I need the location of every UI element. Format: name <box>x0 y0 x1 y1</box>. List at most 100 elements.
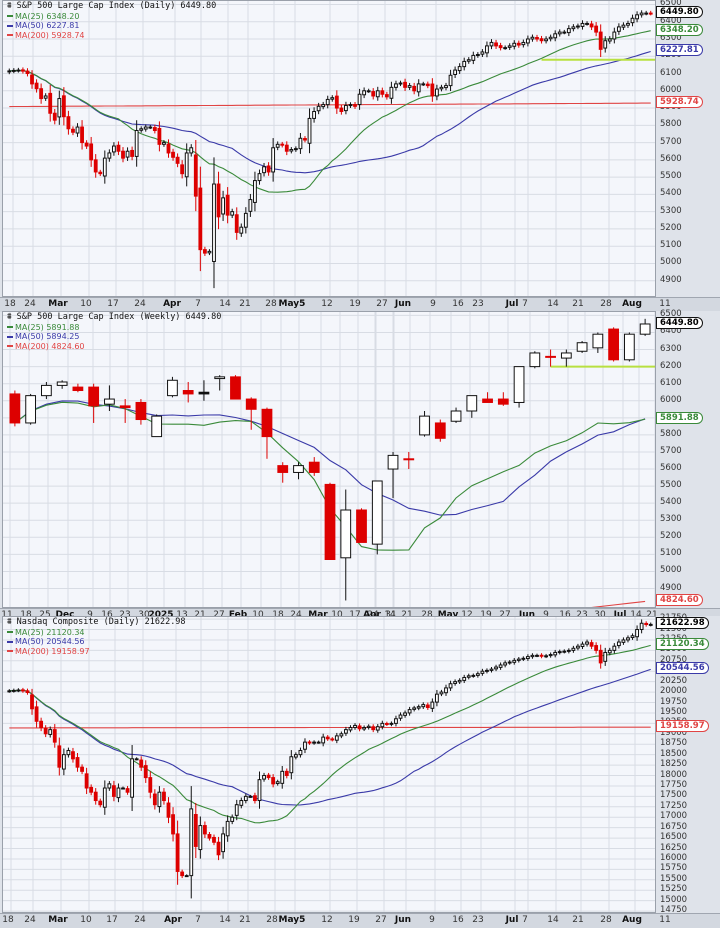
date-tick-label: Apr <box>363 610 381 620</box>
date-tick-label: 10 <box>80 299 92 309</box>
price-tick-label: 5600 <box>660 463 682 474</box>
date-tick-label: 18 <box>2 915 14 925</box>
date-tick-label: 17 <box>106 915 118 925</box>
date-tick-label: 19 <box>348 915 360 925</box>
spx-weekly-price-axis[interactable]: 6500640063006200610060005900580057005600… <box>656 309 720 608</box>
date-tick-label: 28 <box>265 299 277 309</box>
nasdaq-daily-legend: ⩩ Nasdaq Composite (Daily) 21622.98 MA(2… <box>7 617 186 656</box>
price-tick-label: 5800 <box>660 119 682 130</box>
spx-weekly-ma25-label: MA(25) 5891.88 <box>15 322 80 332</box>
date-tick-label: Apr <box>163 299 181 309</box>
ma25-price-tag: 5891.88 <box>656 412 703 425</box>
price-tick-label: 15750 <box>660 863 688 874</box>
spx-daily-plot-area[interactable]: ⩩ S&P 500 Large Cap Index (Daily) 6449.8… <box>2 0 656 297</box>
date-tick-label: 9 <box>430 299 436 309</box>
price-tick-label: 19000 <box>660 727 688 738</box>
date-tick-label: 10 <box>80 915 92 925</box>
ma25-swatch-icon <box>7 631 13 634</box>
date-tick-label: 17 <box>107 299 119 309</box>
date-tick-label: 21 <box>239 915 251 925</box>
price-tick-label: 6100 <box>660 377 682 388</box>
price-tick-label: 6300 <box>660 343 682 354</box>
date-tick-label: 24 <box>367 610 379 620</box>
date-tick-label: 21 <box>194 610 206 620</box>
nasdaq-daily-price-axis[interactable]: 2175021500212502100020750205002025020000… <box>656 613 720 915</box>
date-tick-label: 28 <box>600 299 612 309</box>
date-tick-label: 21 <box>239 299 251 309</box>
price-tick-label: 4900 <box>660 582 682 593</box>
date-tick-label: 12 <box>321 915 333 925</box>
chart-type-icon: ⩩ <box>7 1 12 11</box>
date-tick-label: 16 <box>452 915 464 925</box>
spx-weekly-plot-area[interactable]: ⩩ S&P 500 Large Cap Index (Weekly) 6449.… <box>2 311 656 608</box>
ma50-price-tag: 20544.56 <box>656 662 709 675</box>
date-tick-label: 23 <box>119 610 131 620</box>
spx-daily-ma200-label: MA(200) 5928.74 <box>15 30 85 40</box>
price-tick-label: 5600 <box>660 153 682 164</box>
last-price-tag: 6449.80 <box>656 6 703 19</box>
ma200-swatch-icon <box>7 345 13 348</box>
date-tick-label: 25 <box>39 610 51 620</box>
date-tick-label: 31 <box>385 610 397 620</box>
ma200-swatch-icon <box>7 34 13 37</box>
nasdaq-daily-ma25-label: MA(25) 21120.34 <box>15 627 85 637</box>
price-tick-label: 16250 <box>660 842 688 853</box>
price-tick-label: 20250 <box>660 675 688 686</box>
date-tick-label: 18 <box>20 610 32 620</box>
date-tick-label: Jul <box>505 915 519 925</box>
date-tick-label: 16 <box>452 299 464 309</box>
date-tick-label: Mar <box>48 915 68 925</box>
price-tick-label: 5500 <box>660 480 682 491</box>
date-tick-label: 9 <box>543 610 549 620</box>
spx-daily-panel: ⩩ S&P 500 Large Cap Index (Daily) 6449.8… <box>0 0 720 312</box>
spx-weekly-ma200-label: MA(200) 4824.60 <box>15 341 85 351</box>
date-tick-label: 11 <box>659 299 671 309</box>
date-tick-label: 18 <box>272 610 284 620</box>
spx-daily-price-axis[interactable]: 6500640063006200610060005900580057005600… <box>656 0 720 297</box>
nasdaq-daily-plot-area[interactable]: ⩩ Nasdaq Composite (Daily) 21622.98 MA(2… <box>2 616 656 913</box>
price-tick-label: 17250 <box>660 800 688 811</box>
price-tick-label: 16500 <box>660 832 688 843</box>
date-tick-label: 24 <box>134 915 146 925</box>
spx-weekly-panel: ⩩ S&P 500 Large Cap Index (Weekly) 6449.… <box>0 309 720 623</box>
price-tick-label: 5300 <box>660 514 682 525</box>
price-tick-label: 5100 <box>660 548 682 559</box>
price-tick-label: 17500 <box>660 790 688 801</box>
date-tick-label: Mar <box>308 610 328 620</box>
price-tick-label: 18750 <box>660 738 688 749</box>
date-tick-label: 24 <box>24 915 36 925</box>
date-tick-label: 7 <box>195 915 201 925</box>
ma50-price-tag: 6227.81 <box>656 44 703 57</box>
price-tick-label: 6000 <box>660 394 682 405</box>
price-tick-label: 6000 <box>660 84 682 95</box>
date-tick-label: 28 <box>600 915 612 925</box>
date-tick-label: Mar <box>48 299 68 309</box>
date-tick-label: 27 <box>499 610 511 620</box>
date-tick-label: 12 <box>321 299 333 309</box>
price-tick-label: 5700 <box>660 445 682 456</box>
spx-weekly-ma50-label: MA(50) 5894.25 <box>15 332 80 341</box>
price-tick-label: 6500 <box>660 0 682 9</box>
spx-daily-candlestick-chart <box>3 1 655 296</box>
date-tick-label: 27 <box>213 610 225 620</box>
spx-daily-title: S&P 500 Large Cap Index (Daily) 6449.80 <box>16 1 217 11</box>
date-tick-label: 24 <box>134 299 146 309</box>
date-tick-label: 14 <box>384 610 396 620</box>
price-tick-label: 19500 <box>660 706 688 717</box>
price-tick-label: 20750 <box>660 654 688 665</box>
price-tick-label: 5400 <box>660 188 682 199</box>
price-tick-label: 6400 <box>660 326 682 337</box>
date-tick-label: 23 <box>472 915 484 925</box>
date-tick-label: Jul <box>613 610 627 620</box>
date-tick-label: 27 <box>375 915 387 925</box>
price-tick-label: 18000 <box>660 769 688 780</box>
ma50-swatch-icon <box>7 640 13 643</box>
chart-type-icon: ⩩ <box>7 617 12 627</box>
price-tick-label: 20000 <box>660 686 688 697</box>
ma25-swatch-icon <box>7 326 13 329</box>
date-tick-label: 10 <box>331 610 343 620</box>
price-tick-label: 18500 <box>660 748 688 759</box>
date-tick-label: 30 <box>138 610 150 620</box>
date-tick-label: 27 <box>376 299 388 309</box>
date-tick-label: Jun <box>394 299 412 309</box>
